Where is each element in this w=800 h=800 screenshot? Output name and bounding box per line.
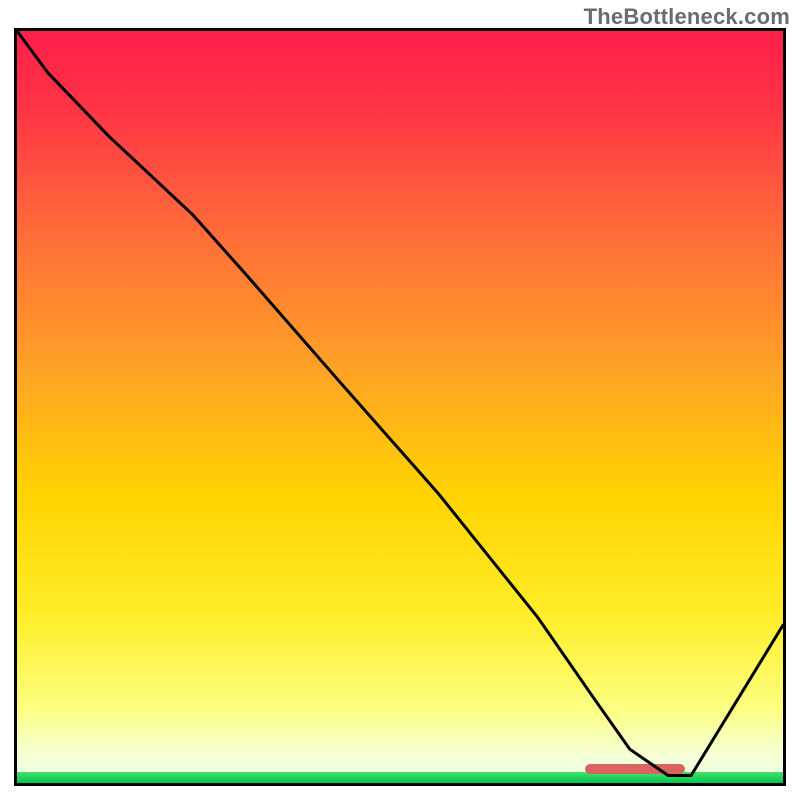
curve-line — [17, 31, 783, 783]
chart-frame — [14, 28, 786, 786]
watermark-label: TheBottleneck.com — [584, 4, 790, 30]
